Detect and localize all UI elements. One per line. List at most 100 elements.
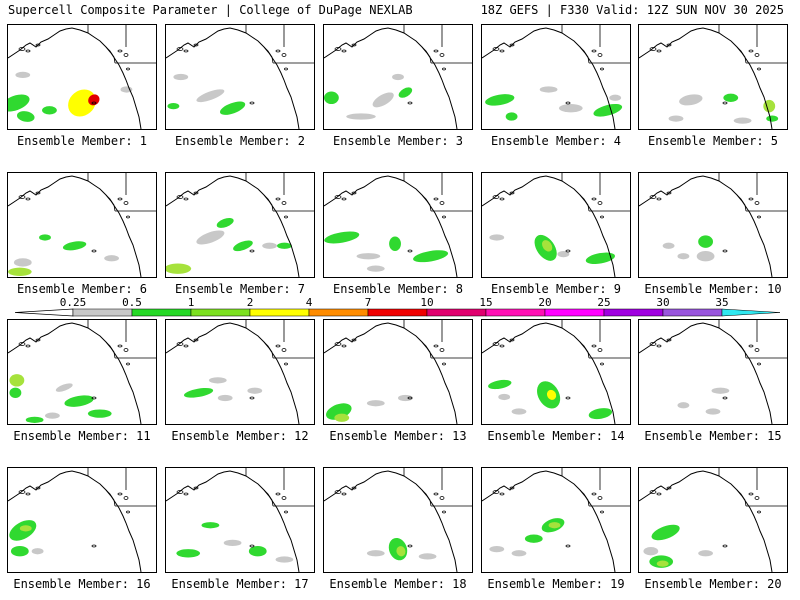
island xyxy=(18,342,26,346)
ensemble-member-panel xyxy=(638,467,788,573)
island xyxy=(757,510,761,514)
ensemble-member-panel xyxy=(481,319,631,425)
scp-blob xyxy=(208,377,227,384)
island xyxy=(509,191,515,195)
island xyxy=(656,49,662,53)
scp-blob xyxy=(247,387,263,394)
scp-blob xyxy=(366,550,385,557)
colorbar-tick-label: 10 xyxy=(420,296,433,309)
ensemble-member-caption: Ensemble Member: 8 xyxy=(332,282,464,296)
ensemble-member-caption: Ensemble Member: 18 xyxy=(329,577,467,591)
island xyxy=(117,49,123,53)
island xyxy=(126,215,130,219)
political-border xyxy=(718,468,787,507)
ensemble-member-caption: Ensemble Member: 13 xyxy=(329,429,467,443)
ensemble-member-caption: Ensemble Member: 10 xyxy=(644,282,782,296)
scp-blob xyxy=(55,383,73,392)
scp-blob xyxy=(196,89,225,103)
island xyxy=(183,492,189,496)
map xyxy=(639,173,787,277)
colorbar-segment xyxy=(426,308,487,317)
scp-blob xyxy=(392,73,404,81)
scp-blob xyxy=(546,389,557,400)
coastline xyxy=(639,175,773,277)
island xyxy=(442,67,446,71)
island xyxy=(509,338,515,342)
island xyxy=(666,191,672,195)
scp-blob xyxy=(8,267,32,276)
island xyxy=(591,492,597,496)
island xyxy=(281,496,287,500)
island xyxy=(176,490,184,494)
scp-blob xyxy=(524,534,543,543)
scp-blob xyxy=(539,86,558,93)
scp-blob xyxy=(489,546,505,553)
political-border xyxy=(561,173,630,212)
scp-blob xyxy=(233,240,253,252)
scp-shading xyxy=(324,73,413,120)
political-border xyxy=(245,25,314,64)
colorbar-tick-label: 20 xyxy=(538,296,551,309)
scp-blob xyxy=(166,263,192,274)
scp-blob xyxy=(16,111,35,122)
island xyxy=(757,215,761,219)
ensemble-member-panel xyxy=(165,24,315,130)
scp-blob xyxy=(511,550,527,557)
island xyxy=(722,396,728,400)
coastline xyxy=(324,470,458,572)
scp-shading xyxy=(324,231,449,272)
scp-blob xyxy=(19,525,32,532)
scp-blob xyxy=(15,71,31,79)
scp-blob xyxy=(275,556,294,563)
ensemble-member-caption: Ensemble Member: 15 xyxy=(644,429,782,443)
scp-blob xyxy=(45,412,60,419)
island xyxy=(35,338,41,342)
scp-blob xyxy=(396,546,406,557)
scp-blob xyxy=(413,250,449,263)
scp-blob xyxy=(366,265,385,272)
scp-blob xyxy=(87,409,112,418)
colorbar-tick-label: 1 xyxy=(188,296,195,309)
island xyxy=(25,492,31,496)
island xyxy=(275,49,281,53)
island xyxy=(666,43,672,47)
colorbar-min-arrow xyxy=(14,308,74,317)
colorbar-tick-label: 35 xyxy=(715,296,728,309)
island xyxy=(649,47,657,51)
ensemble-member-panel xyxy=(165,172,315,278)
scp-blob xyxy=(25,416,44,423)
scp-shading xyxy=(668,93,779,124)
political-border xyxy=(403,320,472,359)
ensemble-member-caption: Ensemble Member: 16 xyxy=(13,577,151,591)
island xyxy=(565,396,571,400)
island xyxy=(91,101,97,105)
island xyxy=(117,344,123,348)
political-border xyxy=(403,25,472,64)
island xyxy=(341,344,347,348)
coastline xyxy=(639,322,773,424)
scp-shading xyxy=(366,537,437,561)
scp-shading xyxy=(8,71,133,122)
political-border xyxy=(403,173,472,212)
scp-blob xyxy=(372,92,394,108)
political-border xyxy=(245,320,314,359)
island xyxy=(126,67,130,71)
map xyxy=(324,468,472,572)
map xyxy=(166,25,314,129)
island xyxy=(334,342,342,346)
island xyxy=(25,344,31,348)
island xyxy=(249,396,255,400)
island xyxy=(193,486,199,490)
ensemble-member-caption: Ensemble Member: 5 xyxy=(647,134,779,148)
ensemble-member-panel xyxy=(481,467,631,573)
coastline xyxy=(166,322,300,424)
island xyxy=(18,490,26,494)
scp-blob xyxy=(201,522,220,529)
political-border xyxy=(245,173,314,212)
island xyxy=(275,344,281,348)
scp-blob xyxy=(711,387,730,394)
island xyxy=(499,344,505,348)
island xyxy=(284,510,288,514)
island xyxy=(351,43,357,47)
colorbar-segment xyxy=(603,308,664,317)
